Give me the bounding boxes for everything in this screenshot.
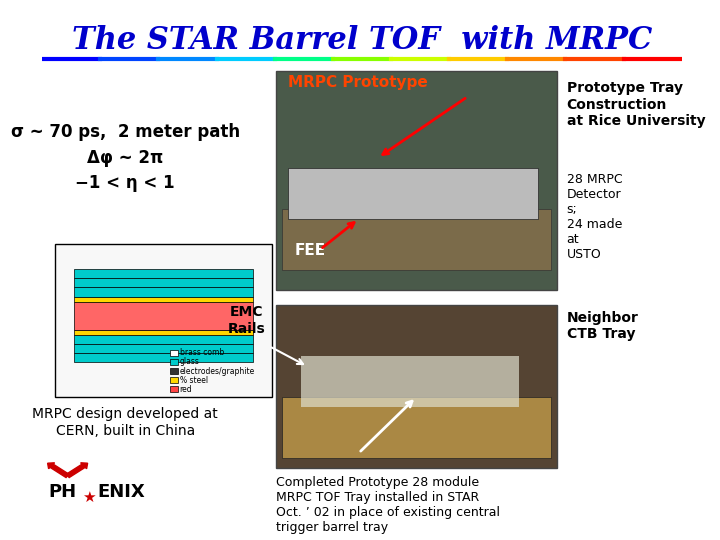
Bar [74, 296, 253, 302]
Text: Δφ ~ 2π: Δφ ~ 2π [87, 149, 163, 167]
Bar [276, 306, 557, 468]
Text: σ ~ 70 ps,  2 meter path: σ ~ 70 ps, 2 meter path [11, 123, 240, 141]
Text: Prototype Tray
Construction
at Rice University: Prototype Tray Construction at Rice Univ… [567, 82, 706, 128]
Text: 28 MRPC
Detector
s;
24 made
at
USTO: 28 MRPC Detector s; 24 made at USTO [567, 173, 622, 261]
Text: glass: glass [179, 357, 199, 367]
Text: MRPC design developed at
CERN, built in China: MRPC design developed at CERN, built in … [32, 407, 218, 437]
Bar [74, 335, 253, 344]
Bar [74, 353, 253, 362]
Text: electrodes/graphite: electrodes/graphite [179, 367, 255, 376]
Text: ★: ★ [82, 490, 96, 505]
Text: red: red [179, 385, 192, 394]
Text: brass comb: brass comb [179, 348, 224, 357]
Text: FEE: FEE [294, 242, 326, 258]
Bar [74, 278, 253, 287]
Bar [301, 356, 518, 407]
Bar [74, 269, 253, 278]
Bar [170, 359, 178, 365]
Bar [170, 368, 178, 374]
Text: % steel: % steel [179, 376, 207, 384]
Text: −1 < η < 1: −1 < η < 1 [76, 174, 175, 192]
Bar [74, 302, 253, 329]
Bar [74, 344, 253, 353]
Text: ENIX: ENIX [98, 483, 145, 502]
Bar [170, 386, 178, 393]
Bar [282, 397, 551, 458]
Bar [74, 287, 253, 296]
Bar [170, 350, 178, 356]
Text: Completed Prototype 28 module
MRPC TOF Tray installed in STAR
Oct. ’ 02 in place: Completed Prototype 28 module MRPC TOF T… [276, 476, 500, 534]
Text: MRPC Prototype: MRPC Prototype [288, 75, 428, 90]
FancyArrow shape [66, 463, 88, 477]
Text: PH: PH [48, 483, 76, 502]
Text: EMC
Rails: EMC Rails [228, 306, 266, 336]
Bar [74, 329, 253, 335]
Bar [288, 168, 538, 219]
Bar [282, 208, 551, 270]
Text: Neighbor
CTB Tray: Neighbor CTB Tray [567, 310, 639, 341]
Bar [55, 244, 272, 397]
FancyArrow shape [48, 463, 69, 477]
Text: The STAR Barrel TOF  with MRPC: The STAR Barrel TOF with MRPC [72, 25, 652, 57]
Bar [276, 71, 557, 290]
Bar [170, 377, 178, 383]
